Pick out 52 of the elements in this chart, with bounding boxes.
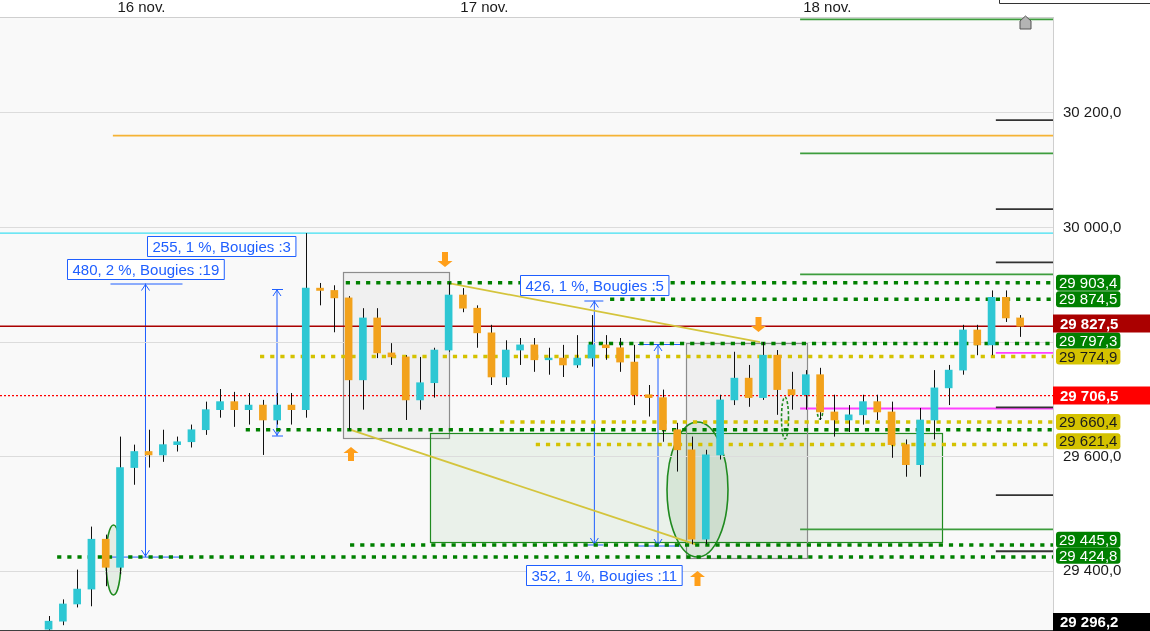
data-label: 29 903,4 <box>1059 273 1118 291</box>
candlestick <box>744 364 753 408</box>
y-tick-label: 30 000,0 <box>1063 217 1122 235</box>
candlestick <box>787 371 796 411</box>
candlestick <box>902 438 910 478</box>
x-tick-label: 18 nov. <box>803 0 852 16</box>
candlestick <box>573 334 582 369</box>
data-label: 29 874,5 <box>1059 290 1118 308</box>
data-label: 29 621,4 <box>1059 432 1118 450</box>
data-label: 29 424,8 <box>1059 546 1118 564</box>
annotation: 426, 1 %, Bougies :5 <box>525 276 664 294</box>
candlestick <box>187 424 196 448</box>
candlestick <box>230 391 239 428</box>
ref-line-label: 29 706,5 <box>1060 386 1119 404</box>
candlestick <box>559 344 567 378</box>
x-tick-label: 17 nov. <box>460 0 509 16</box>
annotation: 255, 1 %, Bougies :3 <box>152 237 291 255</box>
candlestick <box>273 392 282 426</box>
ref-line-label: 29 827,5 <box>1060 314 1119 332</box>
candlestick <box>59 598 67 626</box>
candlestick <box>1002 289 1010 323</box>
candlestick <box>73 569 81 608</box>
candlestick <box>844 404 853 433</box>
candlestick <box>316 282 324 306</box>
candlestick <box>216 388 224 419</box>
candlestick <box>873 394 882 421</box>
data-label: 29 660,4 <box>1059 413 1118 431</box>
ref-line-label: 29 296,2 <box>1060 613 1119 631</box>
candlestick <box>673 422 682 473</box>
candlestick <box>973 324 982 356</box>
x-tick-label: 16 nov. <box>117 0 166 16</box>
candlestick <box>130 444 139 486</box>
candlestick <box>144 429 153 469</box>
data-label: 29 774,9 <box>1059 347 1118 365</box>
candlestick <box>1016 314 1024 338</box>
candlestick <box>801 369 810 411</box>
candlestick <box>644 384 653 418</box>
candlestick <box>944 364 953 406</box>
candlestick <box>330 284 339 333</box>
data-label: 29 797,3 <box>1059 331 1118 349</box>
candlestick <box>459 287 467 313</box>
annotation: 480, 2 %, Bougies :19 <box>72 260 220 278</box>
candlestick <box>616 337 624 373</box>
data-label: 29 445,9 <box>1059 530 1118 548</box>
y-tick-label: 30 200,0 <box>1063 102 1122 120</box>
candlestick <box>859 394 867 426</box>
candlestick <box>159 429 167 463</box>
annotation: 352, 1 %, Bougies :11 <box>531 566 678 584</box>
candlestick <box>201 401 210 436</box>
candlestick <box>730 351 739 406</box>
candlestick <box>259 399 267 456</box>
candlestick <box>416 356 424 411</box>
